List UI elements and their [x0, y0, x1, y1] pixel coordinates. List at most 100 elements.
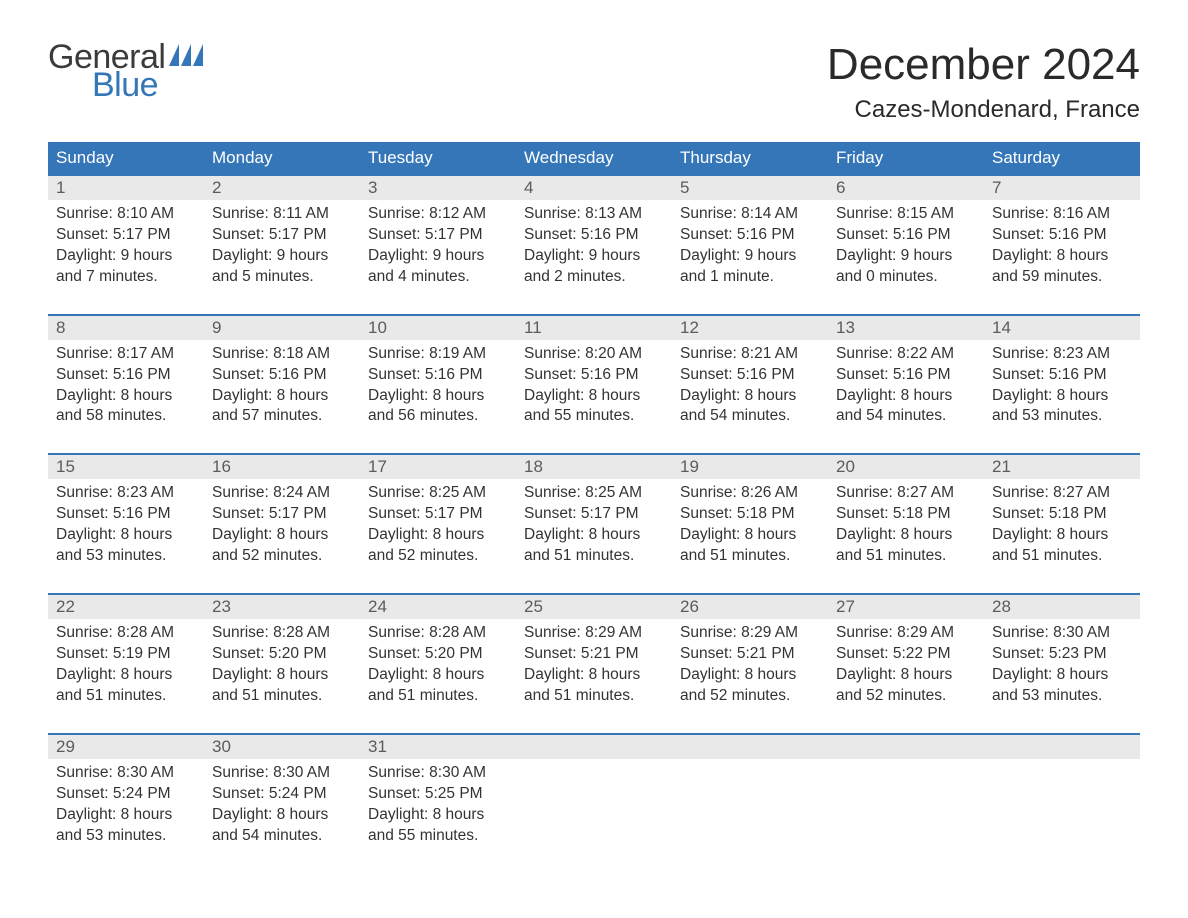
day-cell: Sunrise: 8:20 AMSunset: 5:16 PMDaylight:…	[516, 340, 672, 442]
sunset-text: Sunset: 5:16 PM	[992, 225, 1132, 246]
sunset-text: Sunset: 5:19 PM	[56, 644, 196, 665]
day-number: 14	[984, 316, 1140, 340]
dl1-text: Daylight: 8 hours	[992, 665, 1132, 686]
day-number: 21	[984, 455, 1140, 479]
week-row: 293031Sunrise: 8:30 AMSunset: 5:24 PMDay…	[48, 733, 1140, 861]
sunrise-text: Sunrise: 8:20 AM	[524, 344, 664, 365]
title-block: December 2024 Cazes-Mondenard, France	[827, 40, 1140, 124]
dow-tuesday: Tuesday	[360, 142, 516, 174]
dl2-text: and 4 minutes.	[368, 267, 508, 288]
calendar-grid: 1234567Sunrise: 8:10 AMSunset: 5:17 PMDa…	[48, 174, 1140, 860]
dow-sunday: Sunday	[48, 142, 204, 174]
day-number: 22	[48, 595, 204, 619]
dl1-text: Daylight: 9 hours	[56, 246, 196, 267]
sunrise-text: Sunrise: 8:29 AM	[680, 623, 820, 644]
day-number: 3	[360, 176, 516, 200]
sunrise-text: Sunrise: 8:28 AM	[368, 623, 508, 644]
dl2-text: and 55 minutes.	[524, 406, 664, 427]
dl1-text: Daylight: 8 hours	[212, 805, 352, 826]
day-number: 12	[672, 316, 828, 340]
day-number: 15	[48, 455, 204, 479]
dl1-text: Daylight: 8 hours	[368, 386, 508, 407]
sunset-text: Sunset: 5:20 PM	[212, 644, 352, 665]
sunrise-text: Sunrise: 8:30 AM	[368, 763, 508, 784]
daynum-band: 22232425262728	[48, 595, 1140, 619]
sunrise-text: Sunrise: 8:21 AM	[680, 344, 820, 365]
day-cell	[672, 759, 828, 861]
sunset-text: Sunset: 5:18 PM	[992, 504, 1132, 525]
dow-friday: Friday	[828, 142, 984, 174]
day-number: 11	[516, 316, 672, 340]
day-number: 30	[204, 735, 360, 759]
sunrise-text: Sunrise: 8:16 AM	[992, 204, 1132, 225]
sunrise-text: Sunrise: 8:24 AM	[212, 483, 352, 504]
dl2-text: and 51 minutes.	[524, 686, 664, 707]
day-number: 8	[48, 316, 204, 340]
dl1-text: Daylight: 9 hours	[680, 246, 820, 267]
dl1-text: Daylight: 8 hours	[992, 246, 1132, 267]
sunset-text: Sunset: 5:17 PM	[212, 225, 352, 246]
sunset-text: Sunset: 5:18 PM	[680, 504, 820, 525]
dow-monday: Monday	[204, 142, 360, 174]
sunrise-text: Sunrise: 8:25 AM	[524, 483, 664, 504]
daynum-band: 1234567	[48, 176, 1140, 200]
day-number: 2	[204, 176, 360, 200]
day-number: 10	[360, 316, 516, 340]
week-row: 22232425262728Sunrise: 8:28 AMSunset: 5:…	[48, 593, 1140, 721]
sunset-text: Sunset: 5:22 PM	[836, 644, 976, 665]
day-number: 18	[516, 455, 672, 479]
dl1-text: Daylight: 8 hours	[680, 386, 820, 407]
day-cell: Sunrise: 8:17 AMSunset: 5:16 PMDaylight:…	[48, 340, 204, 442]
dl2-text: and 51 minutes.	[524, 546, 664, 567]
day-number: 20	[828, 455, 984, 479]
dl1-text: Daylight: 8 hours	[56, 386, 196, 407]
sunrise-text: Sunrise: 8:18 AM	[212, 344, 352, 365]
logo: General Blue	[48, 40, 203, 102]
dl1-text: Daylight: 8 hours	[368, 805, 508, 826]
dl2-text: and 53 minutes.	[56, 826, 196, 847]
day-cell	[516, 759, 672, 861]
day-cell: Sunrise: 8:11 AMSunset: 5:17 PMDaylight:…	[204, 200, 360, 302]
day-number	[672, 735, 828, 759]
header: General Blue December 2024 Cazes-Mondena…	[48, 40, 1140, 124]
sunset-text: Sunset: 5:16 PM	[212, 365, 352, 386]
day-number: 1	[48, 176, 204, 200]
sunrise-text: Sunrise: 8:25 AM	[368, 483, 508, 504]
sunset-text: Sunset: 5:16 PM	[680, 365, 820, 386]
dl2-text: and 51 minutes.	[212, 686, 352, 707]
sunrise-text: Sunrise: 8:26 AM	[680, 483, 820, 504]
page-title: December 2024	[827, 40, 1140, 90]
sunrise-text: Sunrise: 8:15 AM	[836, 204, 976, 225]
dl1-text: Daylight: 8 hours	[680, 665, 820, 686]
day-number: 23	[204, 595, 360, 619]
day-cell: Sunrise: 8:30 AMSunset: 5:23 PMDaylight:…	[984, 619, 1140, 721]
dl1-text: Daylight: 9 hours	[212, 246, 352, 267]
week-row: 891011121314Sunrise: 8:17 AMSunset: 5:16…	[48, 314, 1140, 442]
dl1-text: Daylight: 8 hours	[56, 525, 196, 546]
day-cell: Sunrise: 8:14 AMSunset: 5:16 PMDaylight:…	[672, 200, 828, 302]
sunset-text: Sunset: 5:16 PM	[680, 225, 820, 246]
sunrise-text: Sunrise: 8:11 AM	[212, 204, 352, 225]
day-cell: Sunrise: 8:28 AMSunset: 5:20 PMDaylight:…	[360, 619, 516, 721]
dl1-text: Daylight: 8 hours	[212, 386, 352, 407]
dl1-text: Daylight: 8 hours	[368, 525, 508, 546]
day-cell: Sunrise: 8:29 AMSunset: 5:21 PMDaylight:…	[672, 619, 828, 721]
sunset-text: Sunset: 5:16 PM	[992, 365, 1132, 386]
dow-thursday: Thursday	[672, 142, 828, 174]
day-cell: Sunrise: 8:16 AMSunset: 5:16 PMDaylight:…	[984, 200, 1140, 302]
dl2-text: and 51 minutes.	[368, 686, 508, 707]
dow-saturday: Saturday	[984, 142, 1140, 174]
dl2-text: and 54 minutes.	[680, 406, 820, 427]
sunrise-text: Sunrise: 8:29 AM	[836, 623, 976, 644]
sunrise-text: Sunrise: 8:19 AM	[368, 344, 508, 365]
dl1-text: Daylight: 8 hours	[524, 665, 664, 686]
day-cell: Sunrise: 8:23 AMSunset: 5:16 PMDaylight:…	[984, 340, 1140, 442]
day-cell: Sunrise: 8:28 AMSunset: 5:20 PMDaylight:…	[204, 619, 360, 721]
dl2-text: and 52 minutes.	[212, 546, 352, 567]
dl1-text: Daylight: 8 hours	[212, 665, 352, 686]
day-cell: Sunrise: 8:19 AMSunset: 5:16 PMDaylight:…	[360, 340, 516, 442]
sunset-text: Sunset: 5:24 PM	[56, 784, 196, 805]
day-cell: Sunrise: 8:25 AMSunset: 5:17 PMDaylight:…	[360, 479, 516, 581]
sunset-text: Sunset: 5:21 PM	[680, 644, 820, 665]
day-cell: Sunrise: 8:24 AMSunset: 5:17 PMDaylight:…	[204, 479, 360, 581]
